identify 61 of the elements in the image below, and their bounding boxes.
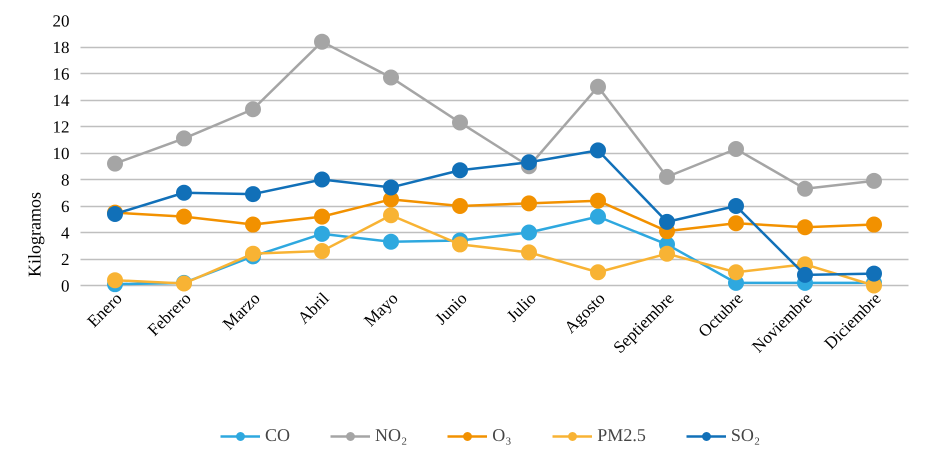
y-tick-label: 12 xyxy=(52,118,70,136)
point xyxy=(452,236,468,252)
point xyxy=(590,142,606,158)
point xyxy=(314,172,330,188)
point xyxy=(521,195,537,212)
point xyxy=(659,246,675,262)
point xyxy=(521,244,537,260)
point xyxy=(521,154,537,170)
point xyxy=(590,208,606,225)
legend-label: NO₂ xyxy=(375,425,408,446)
y-tick-label: 14 xyxy=(52,91,70,110)
point xyxy=(866,172,882,189)
y-tick-label: 0 xyxy=(61,276,70,296)
point xyxy=(383,234,399,250)
point xyxy=(797,266,813,283)
point xyxy=(659,168,675,185)
point xyxy=(452,114,468,131)
y-tick-label: 20 xyxy=(52,12,70,30)
point xyxy=(245,101,261,118)
point xyxy=(245,186,261,202)
point xyxy=(866,266,882,282)
point xyxy=(107,156,123,172)
point xyxy=(866,216,882,233)
point xyxy=(728,198,744,214)
point xyxy=(314,226,330,242)
y-tick-label: 8 xyxy=(61,170,70,190)
y-tick-label: 18 xyxy=(52,38,70,57)
legend-label: PM2.5 xyxy=(597,425,646,446)
y-tick-label: 16 xyxy=(52,64,70,84)
point xyxy=(590,264,606,280)
point xyxy=(383,69,399,86)
point xyxy=(521,224,537,240)
y-tick-label: 6 xyxy=(61,197,70,216)
point xyxy=(590,78,606,95)
point xyxy=(797,219,813,236)
point xyxy=(728,264,744,280)
point xyxy=(797,180,813,197)
point xyxy=(383,207,399,224)
point xyxy=(314,208,330,225)
point xyxy=(590,192,606,209)
point xyxy=(452,162,468,178)
point xyxy=(245,216,261,233)
point xyxy=(314,34,330,50)
point xyxy=(659,214,675,230)
legend-label: CO xyxy=(265,425,290,446)
y-tick-label: 4 xyxy=(61,224,70,242)
point xyxy=(383,179,399,196)
point xyxy=(728,141,744,158)
y-axis-title: Kilogramos xyxy=(24,192,44,277)
y-tick-label: 10 xyxy=(52,144,70,163)
point xyxy=(176,130,192,146)
point xyxy=(728,215,744,232)
y-tick-label: 2 xyxy=(61,250,70,269)
point xyxy=(314,243,330,260)
legend-label: O₃ xyxy=(492,425,512,446)
point xyxy=(176,184,192,201)
point xyxy=(452,198,468,214)
legend-label: SO₂ xyxy=(730,425,760,446)
x-tick-label: Julio xyxy=(502,288,540,326)
point xyxy=(107,272,123,288)
point xyxy=(176,208,192,225)
